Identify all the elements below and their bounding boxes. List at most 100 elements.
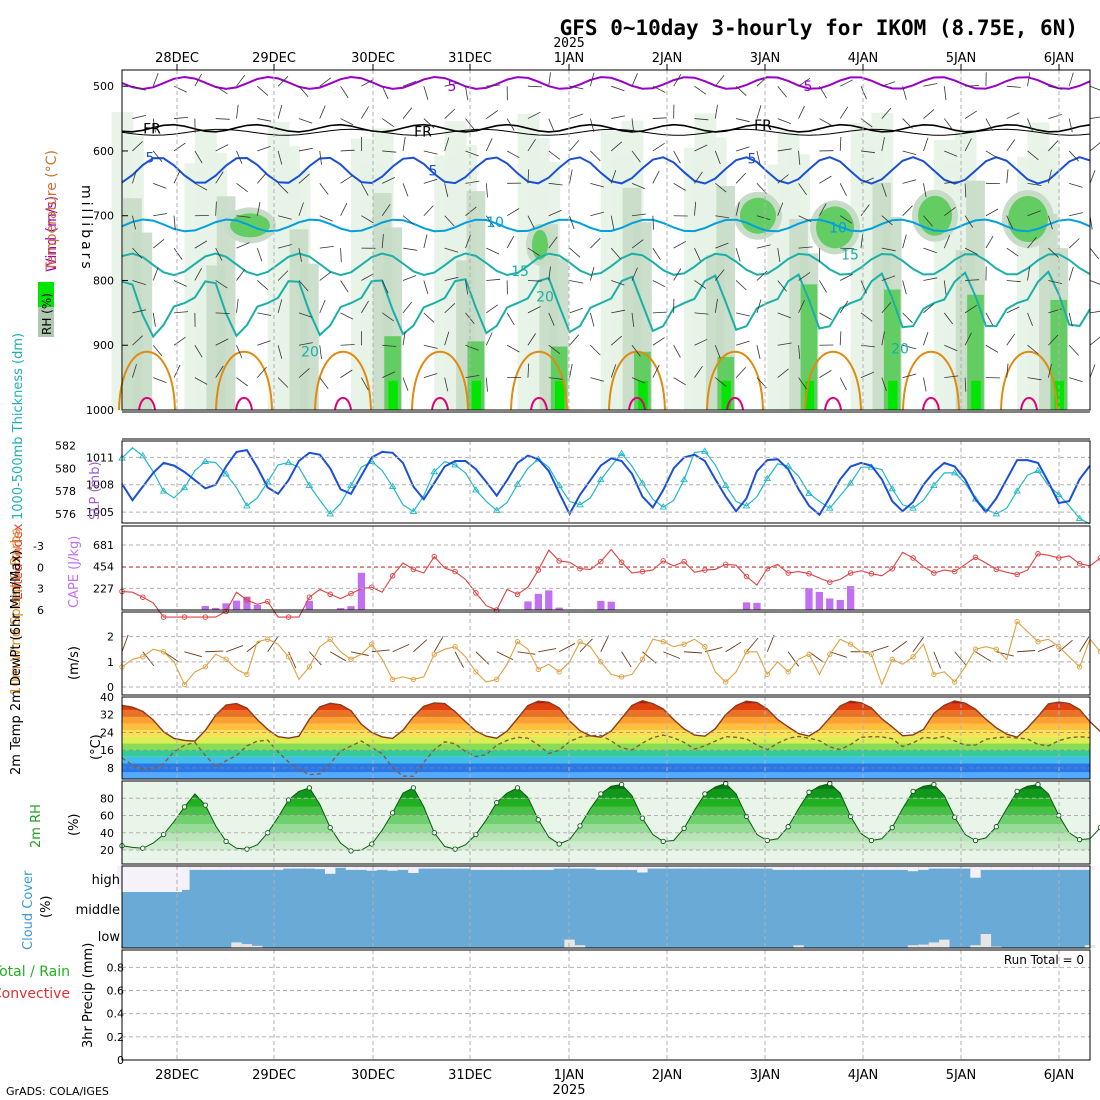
cape-bar: [597, 600, 605, 610]
cloud-high-gap: [824, 866, 835, 870]
lifted-index-point: [598, 558, 604, 565]
lifted-index-point: [473, 590, 479, 596]
cloud-high-gap: [616, 866, 627, 870]
wind-barb: [1027, 150, 1039, 161]
wind-barb: [236, 298, 239, 313]
cloud-low-bar: [564, 939, 575, 948]
rh-tick: 80: [100, 792, 114, 805]
wind-barb: [860, 280, 867, 294]
lifted-index-point: [410, 566, 417, 573]
wind-10m-barb: [1079, 636, 1090, 652]
cloud-high-gap: [1074, 866, 1085, 870]
bottom-date-label: 4JAN: [848, 1068, 879, 1083]
wind-barb: [652, 215, 654, 230]
wind-barb: [631, 150, 641, 163]
isotherm-30-loop: [235, 396, 253, 411]
wind-barb: [1027, 344, 1039, 355]
cloud-high-gap: [387, 866, 398, 871]
cape-bar: [347, 606, 355, 610]
wind-barb: [610, 169, 617, 184]
wind-10m-barb: [933, 651, 942, 669]
cape-bar: [607, 601, 615, 610]
wind-barb: [173, 280, 187, 287]
wind-barb: [506, 118, 515, 131]
footer-credit: GrADS: COLA/IGES: [6, 1085, 109, 1098]
wind-barb: [964, 183, 967, 198]
wind-barb: [548, 312, 555, 326]
isotherm-line: [121, 218, 1091, 233]
thickness-point: [513, 480, 522, 487]
wind-barb: [715, 242, 729, 249]
cape-bar: [545, 590, 553, 610]
thickness-point: [576, 500, 584, 508]
wind-barb: [152, 238, 165, 249]
cloud-high-gap: [283, 866, 294, 869]
wind-barb: [923, 109, 935, 119]
thickness-point: [388, 482, 397, 490]
wind-barb: [319, 183, 329, 195]
rh-shade-mid: [133, 232, 153, 410]
wind-barb: [777, 202, 784, 216]
wind-speed-point: [702, 644, 708, 650]
wind-barb: [465, 375, 480, 379]
wind-barb: [194, 73, 202, 87]
wind-speed-point: [1097, 649, 1100, 655]
lifted-index-point: [264, 598, 271, 605]
pressure-tick: 600: [93, 145, 114, 158]
cloud-high-gap: [595, 866, 606, 870]
cloud-high-gap: [481, 866, 492, 870]
wind-barb: [527, 306, 541, 314]
wind-barb: [819, 118, 832, 126]
wind-speed-point: [577, 639, 583, 645]
wind-barb: [590, 118, 595, 133]
wind-barb: [215, 171, 224, 184]
rh-point: [140, 845, 146, 851]
wind-barb: [923, 303, 935, 314]
thickness-point: [805, 489, 813, 496]
wind-barb: [590, 377, 605, 382]
wind-barb: [714, 104, 718, 119]
wind-barb: [319, 377, 329, 390]
thickness-point: [659, 503, 668, 510]
lifted-index-point: [618, 559, 625, 566]
cloud-low-bar: [574, 945, 586, 948]
wind-barb: [173, 142, 186, 152]
wind-barb: [153, 213, 168, 217]
wind-barb: [756, 299, 762, 313]
ylabel-millibars: millibars: [78, 185, 94, 272]
wind-barb: [486, 278, 501, 281]
thickness-point: [597, 475, 605, 483]
wind-barb: [569, 280, 584, 284]
dewpoint-line: [121, 734, 1091, 778]
lifted-index-point: [514, 591, 521, 598]
wind-speed-point: [660, 639, 666, 645]
wind-barb: [673, 268, 682, 281]
wind-barb: [340, 280, 349, 293]
wind-speed-point: [785, 669, 791, 675]
wind-barb: [465, 86, 469, 101]
cloud-high-gap: [449, 866, 461, 869]
wind-speed-point: [931, 671, 937, 678]
top-date-label: 5JAN: [946, 51, 977, 66]
rh2m-title: 2m RH: [29, 804, 44, 848]
wind-barb: [298, 202, 304, 216]
wind-barb: [402, 377, 409, 391]
wind-barb: [777, 248, 781, 262]
slp-tick: 1011: [86, 451, 114, 464]
wind-barb: [569, 215, 575, 230]
wind-barb: [382, 177, 396, 184]
thickness-point: [701, 447, 709, 454]
wind-barb: [735, 247, 741, 262]
wind-barb: [964, 304, 978, 314]
wind-barb: [631, 312, 635, 327]
wind-barb: [402, 215, 415, 225]
thickness-point: [222, 470, 230, 477]
wind-10m-barb: [684, 651, 703, 654]
wind-barb: [194, 240, 208, 249]
wind-10m-barb: [309, 651, 322, 666]
cloud-high-gap: [231, 866, 242, 870]
lifted-index-point: [389, 573, 396, 579]
cloud-high-gap: [606, 866, 617, 870]
precip-title-total: Total / Rain: [0, 964, 70, 980]
wind-barb: [485, 183, 488, 198]
